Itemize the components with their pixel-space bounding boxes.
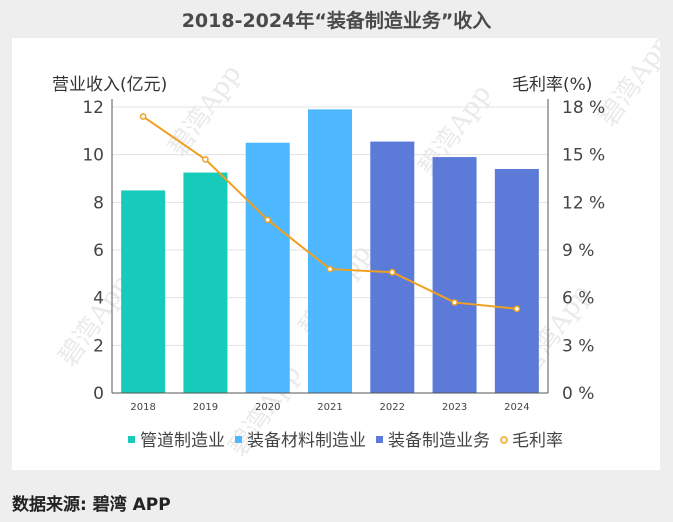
y-tick-label: 2	[93, 336, 104, 356]
legend-swatch	[234, 436, 242, 443]
watermark-text: 碧湾App	[163, 60, 247, 162]
y-tick-label: 0	[93, 384, 104, 404]
margin-point	[388, 268, 396, 276]
bar	[308, 109, 352, 393]
bar	[494, 168, 539, 393]
axes: 0 2 4 6 8 10 12 0 % 3 % 6 % 9 % 12 % 15 % 18 % 营业收入(亿元…	[52, 75, 605, 413]
legend-swatch-line	[500, 436, 508, 444]
x-tick-label: 2020	[255, 402, 280, 413]
y2-tick-label: 15 %	[562, 146, 605, 166]
x-tick-label: 2022	[380, 402, 405, 413]
bar	[370, 141, 415, 393]
bar	[121, 190, 166, 393]
x-tick-label: 2023	[442, 402, 467, 413]
y-tick-label: 4	[93, 289, 104, 309]
legend-swatch	[128, 436, 135, 443]
margin-point	[451, 299, 458, 306]
chart-panel: 碧湾App碧湾App碧湾App碧湾App碧湾App碧湾App碧湾App 0246…	[12, 38, 660, 470]
legend-label: 管道制造业	[140, 431, 225, 451]
y-tick-label: 6	[93, 241, 104, 261]
y-axis-title: 营业收入(亿元)	[52, 75, 167, 95]
y2-tick-label: 9 %	[562, 241, 594, 261]
legend-label: 装备材料制造业	[247, 431, 366, 451]
x-tick-label: 2018	[130, 402, 155, 413]
legend: 管道制造业 装备材料制造业 装备制造业务 毛利率	[128, 431, 563, 451]
y2-tick-label: 18 %	[562, 98, 605, 118]
chart-svg: 碧湾App碧湾App碧湾App碧湾App碧湾App碧湾App碧湾App 0246…	[52, 38, 660, 462]
bar	[245, 142, 290, 393]
margin-point	[326, 265, 334, 273]
x-tick-label: 2024	[504, 402, 529, 413]
margin-point	[139, 113, 147, 120]
x-tick-label: 2019	[193, 402, 218, 413]
y-tick-label: 8	[93, 193, 104, 213]
margin-line	[139, 113, 521, 313]
y2-tick-label: 12 %	[562, 193, 605, 213]
bar	[432, 157, 477, 393]
bars	[121, 109, 539, 393]
bar	[183, 172, 228, 393]
margin-point	[513, 305, 521, 313]
x-tick-label: 2021	[317, 402, 342, 413]
chart-title: 2018-2024年“装备制造业务”收入	[181, 10, 492, 32]
legend-swatch	[375, 436, 383, 443]
y-tick-label: 12	[82, 98, 104, 118]
y-tick-label: 10	[82, 146, 104, 166]
legend-label: 装备制造业务	[388, 431, 490, 451]
margin-point	[202, 156, 209, 163]
margin-point	[264, 216, 272, 224]
source-note: 数据来源: 碧湾 APP	[12, 495, 171, 515]
y2-tick-label: 3 %	[562, 336, 594, 356]
y2-tick-label: 0 %	[562, 384, 594, 404]
legend-label: 毛利率	[512, 431, 563, 451]
y2-tick-label: 6 %	[562, 289, 594, 309]
y2-axis-title: 毛利率(%)	[512, 75, 592, 95]
